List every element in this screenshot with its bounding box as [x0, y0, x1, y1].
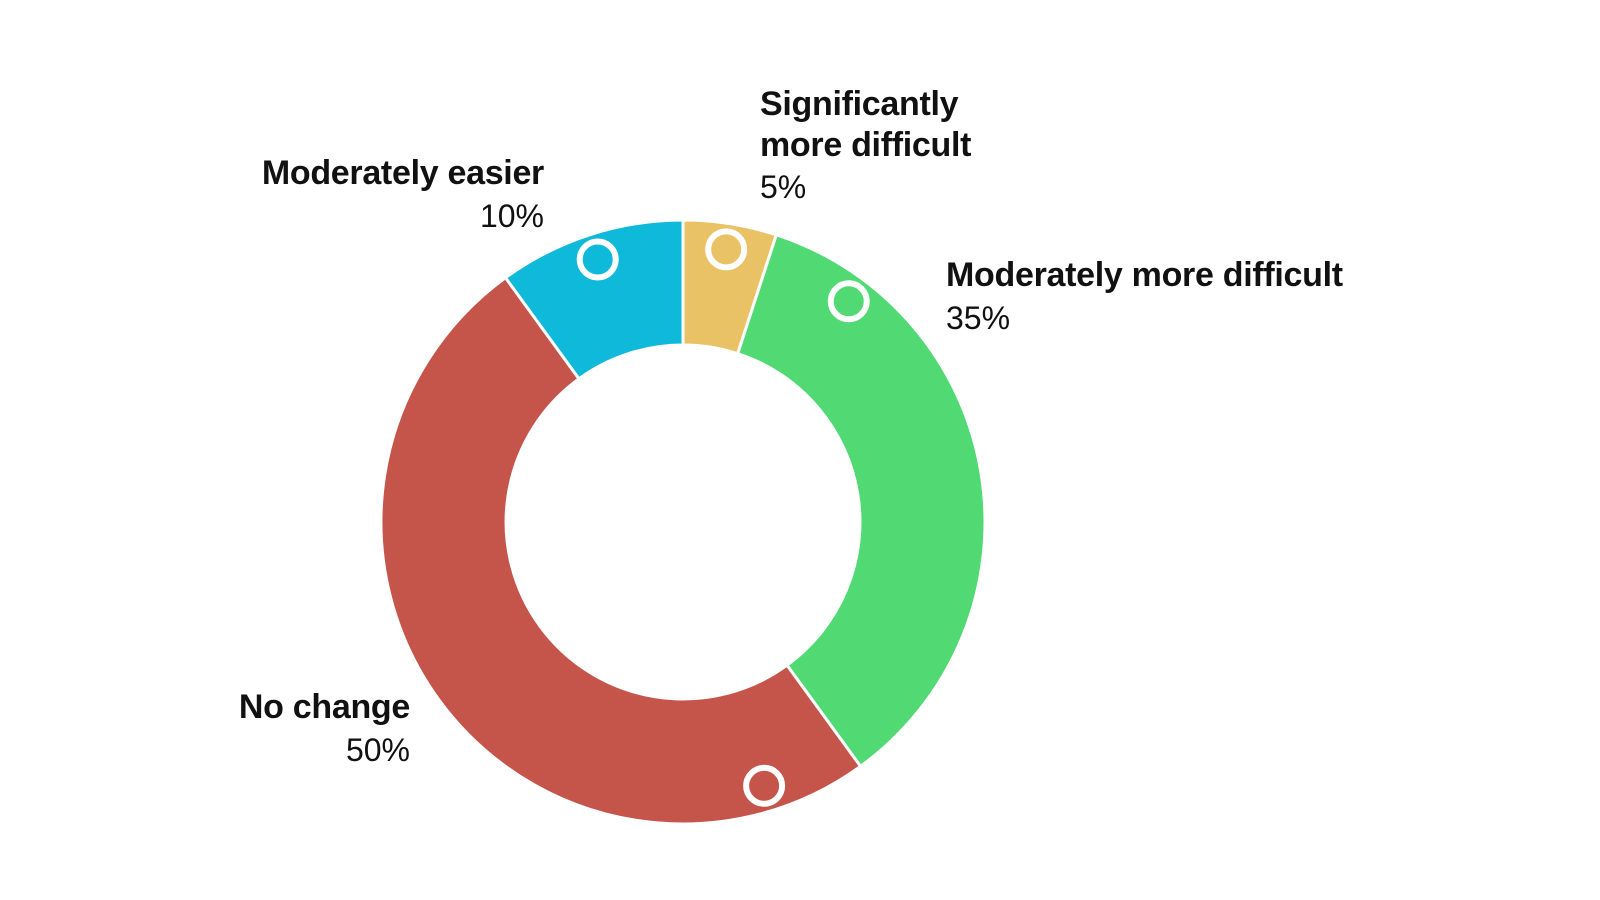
slice-marker-moderately-more-difficult — [827, 280, 870, 323]
slice-label-moderately-easier: Moderately easier 10% — [262, 156, 544, 232]
slice-label-moderately-more-difficult: Moderately more difficult 35% — [946, 258, 1343, 334]
slice-marker-moderately-easier — [576, 238, 619, 281]
slice-label-no-change: No change 50% — [239, 690, 410, 766]
slice-label-text: Moderately easier — [261, 154, 544, 192]
slice-value-text: 35% — [946, 300, 1011, 336]
slice-marker-significantly-more-difficult — [705, 228, 748, 271]
slice-value-text: 10% — [479, 198, 544, 234]
slice-value-text: 5% — [760, 168, 807, 205]
donut-slice-moderately-more-difficult — [736, 233, 987, 768]
donut-slice-moderately-easier — [503, 218, 685, 381]
slice-label-text: Significantly more difficult — [760, 85, 972, 165]
donut-slice-no-change — [379, 276, 863, 826]
slice-label-significantly-more-difficult: Significantly more difficult 5% — [760, 84, 971, 203]
slice-label-text: No change — [238, 688, 410, 726]
slice-label-text: Moderately more difficult — [946, 256, 1343, 294]
slice-marker-no-change — [743, 764, 786, 807]
slice-value-text: 50% — [345, 732, 410, 768]
